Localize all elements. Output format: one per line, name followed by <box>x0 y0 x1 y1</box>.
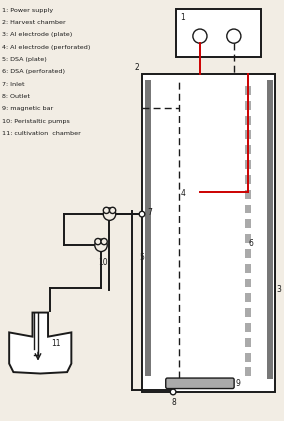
Circle shape <box>110 207 116 213</box>
PathPatch shape <box>9 312 71 373</box>
Bar <box>176 9 261 57</box>
Bar <box>245 368 251 376</box>
Bar <box>245 131 251 139</box>
Text: 10: 10 <box>99 258 108 267</box>
Text: 6: 6 <box>248 239 253 248</box>
Text: 9: magnetic bar: 9: magnetic bar <box>2 107 53 112</box>
Text: 4: Al electrode (perforated): 4: Al electrode (perforated) <box>2 45 91 50</box>
Bar <box>245 86 251 95</box>
Text: 5: DSA (plate): 5: DSA (plate) <box>2 57 47 62</box>
Circle shape <box>139 211 145 217</box>
Circle shape <box>103 208 116 220</box>
Text: 9: 9 <box>235 379 240 388</box>
Bar <box>245 264 251 273</box>
Circle shape <box>227 29 241 43</box>
Text: 3: Al electrode (plate): 3: Al electrode (plate) <box>2 32 72 37</box>
Circle shape <box>95 238 101 245</box>
Circle shape <box>101 238 107 245</box>
Bar <box>245 308 251 317</box>
Text: 10: Peristaltic pumps: 10: Peristaltic pumps <box>2 119 70 124</box>
Text: 6: DSA (perforated): 6: DSA (perforated) <box>2 69 65 75</box>
Circle shape <box>193 29 207 43</box>
Text: 2: Harvest chamber: 2: Harvest chamber <box>2 20 66 25</box>
Bar <box>142 75 275 392</box>
Bar <box>245 338 251 347</box>
Bar <box>245 190 251 199</box>
Text: 1: 1 <box>180 13 185 21</box>
Text: 7: 7 <box>148 208 153 217</box>
Bar <box>267 80 273 379</box>
Circle shape <box>170 389 176 395</box>
Bar <box>245 116 251 125</box>
Bar <box>245 323 251 332</box>
Text: 7: Inlet: 7: Inlet <box>2 82 25 87</box>
Text: 2: 2 <box>134 63 139 72</box>
Bar <box>245 279 251 288</box>
FancyBboxPatch shape <box>166 378 234 389</box>
Circle shape <box>103 207 110 213</box>
Text: 1: Power supply: 1: Power supply <box>2 8 53 13</box>
Circle shape <box>95 239 107 252</box>
Bar <box>245 234 251 243</box>
Bar <box>245 353 251 362</box>
Text: 8: 8 <box>171 398 176 407</box>
Text: 11: 11 <box>52 339 61 348</box>
Text: 4: 4 <box>181 189 186 198</box>
Bar <box>245 205 251 213</box>
Bar <box>245 175 251 184</box>
Bar <box>245 249 251 258</box>
Text: 11: cultivation  chamber: 11: cultivation chamber <box>2 131 81 136</box>
Text: 8: Outlet: 8: Outlet <box>2 94 30 99</box>
Bar <box>245 219 251 228</box>
Bar <box>145 80 151 376</box>
Text: 3: 3 <box>276 285 281 294</box>
Bar <box>245 160 251 169</box>
Text: 5: 5 <box>139 253 144 262</box>
Bar <box>245 293 251 302</box>
Bar <box>245 101 251 110</box>
Bar <box>245 145 251 154</box>
